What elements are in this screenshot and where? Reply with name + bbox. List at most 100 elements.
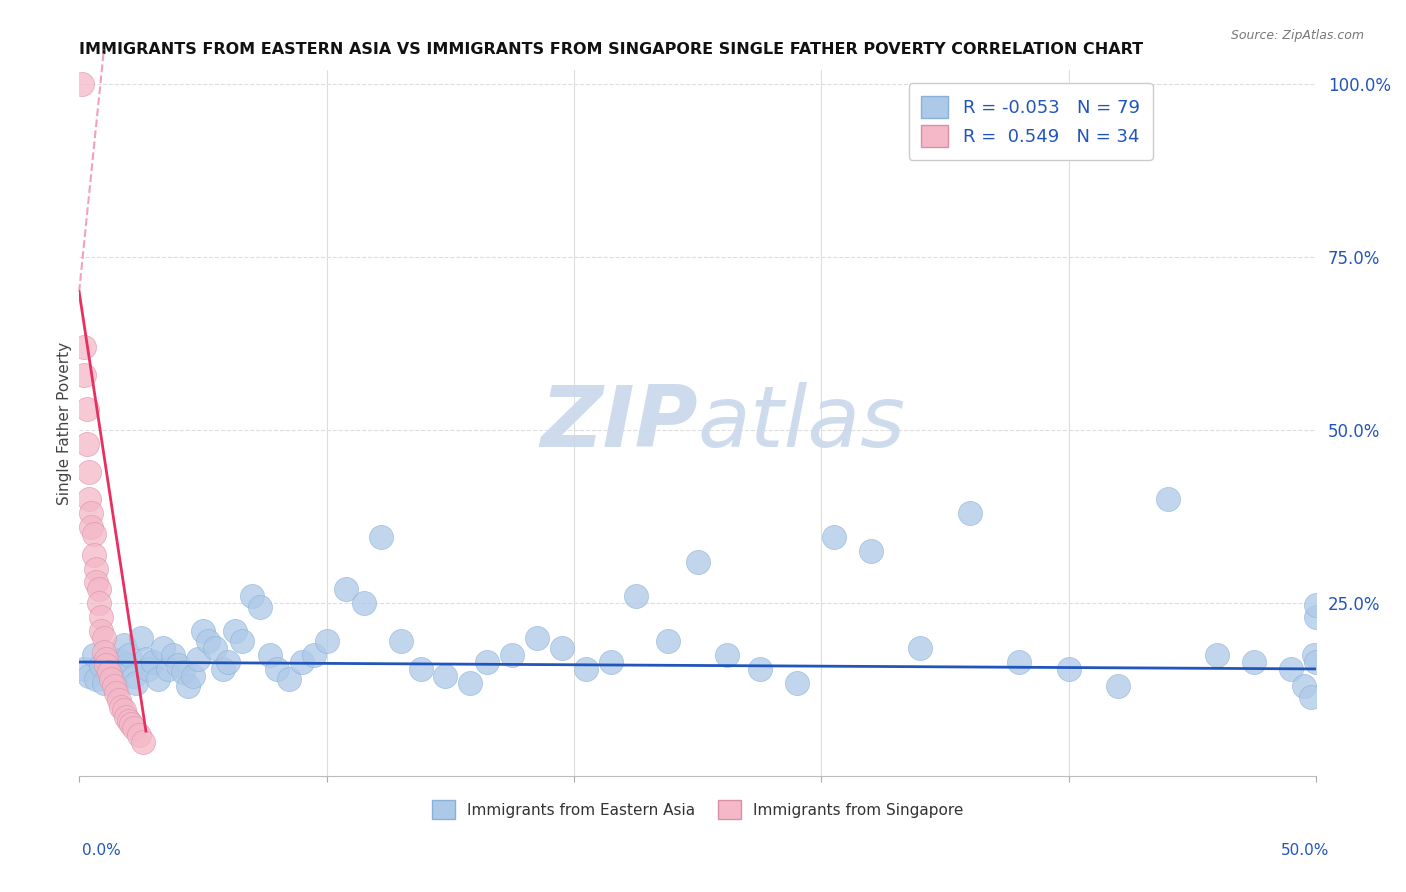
- Point: [501, 648, 523, 662]
- Point: [291, 655, 314, 669]
- Point: [112, 703, 135, 717]
- Point: [600, 655, 623, 669]
- Point: [191, 624, 214, 638]
- Point: [83, 527, 105, 541]
- Point: [83, 548, 105, 562]
- Point: [97, 665, 120, 680]
- Point: [77, 669, 100, 683]
- Point: [96, 658, 118, 673]
- Point: [1292, 679, 1315, 693]
- Point: [657, 634, 679, 648]
- Point: [716, 648, 738, 662]
- Point: [335, 582, 357, 597]
- Point: [142, 655, 165, 669]
- Text: Source: ZipAtlas.com: Source: ZipAtlas.com: [1230, 29, 1364, 42]
- Point: [409, 662, 432, 676]
- Point: [117, 714, 139, 728]
- Point: [122, 721, 145, 735]
- Point: [93, 631, 115, 645]
- Point: [240, 589, 263, 603]
- Point: [1157, 492, 1180, 507]
- Point: [86, 575, 108, 590]
- Text: ZIP: ZIP: [540, 382, 697, 465]
- Point: [122, 669, 145, 683]
- Point: [162, 648, 184, 662]
- Point: [1281, 662, 1303, 676]
- Point: [575, 662, 598, 676]
- Point: [87, 596, 110, 610]
- Point: [80, 520, 103, 534]
- Point: [177, 679, 200, 693]
- Point: [278, 673, 301, 687]
- Point: [93, 675, 115, 690]
- Point: [117, 648, 139, 662]
- Point: [315, 634, 337, 648]
- Text: atlas: atlas: [697, 382, 905, 465]
- Point: [86, 673, 108, 687]
- Point: [266, 662, 288, 676]
- Point: [1057, 662, 1080, 676]
- Point: [197, 634, 219, 648]
- Point: [103, 679, 125, 693]
- Point: [624, 589, 647, 603]
- Point: [1302, 648, 1324, 662]
- Point: [73, 662, 96, 676]
- Y-axis label: Single Father Poverty: Single Father Poverty: [58, 342, 72, 505]
- Point: [83, 648, 105, 662]
- Point: [73, 340, 96, 354]
- Point: [76, 402, 98, 417]
- Point: [1305, 598, 1327, 612]
- Point: [115, 710, 138, 724]
- Point: [231, 634, 253, 648]
- Point: [100, 666, 122, 681]
- Point: [120, 717, 142, 731]
- Point: [389, 634, 412, 648]
- Point: [249, 599, 271, 614]
- Point: [477, 655, 499, 669]
- Point: [526, 631, 548, 645]
- Point: [105, 679, 128, 693]
- Point: [370, 531, 392, 545]
- Point: [959, 506, 981, 520]
- Point: [302, 648, 325, 662]
- Point: [105, 686, 128, 700]
- Point: [86, 561, 108, 575]
- Point: [157, 662, 180, 676]
- Point: [1305, 655, 1327, 669]
- Point: [80, 506, 103, 520]
- Point: [1206, 648, 1229, 662]
- Point: [181, 669, 204, 683]
- Point: [90, 624, 112, 638]
- Point: [97, 655, 120, 669]
- Point: [859, 544, 882, 558]
- Point: [93, 645, 115, 659]
- Point: [90, 658, 112, 673]
- Point: [90, 610, 112, 624]
- Legend: Immigrants from Eastern Asia, Immigrants from Singapore: Immigrants from Eastern Asia, Immigrants…: [426, 794, 970, 825]
- Point: [129, 631, 152, 645]
- Point: [167, 658, 190, 673]
- Point: [259, 648, 281, 662]
- Point: [87, 582, 110, 597]
- Point: [152, 641, 174, 656]
- Point: [204, 641, 226, 656]
- Point: [70, 77, 93, 91]
- Point: [211, 662, 233, 676]
- Point: [1305, 610, 1327, 624]
- Point: [217, 655, 239, 669]
- Point: [224, 624, 246, 638]
- Point: [77, 492, 100, 507]
- Point: [686, 555, 709, 569]
- Point: [107, 653, 129, 667]
- Point: [110, 700, 132, 714]
- Point: [1301, 690, 1323, 704]
- Point: [1008, 655, 1031, 669]
- Point: [1243, 655, 1265, 669]
- Point: [187, 651, 209, 665]
- Point: [115, 658, 138, 673]
- Point: [353, 596, 375, 610]
- Point: [148, 673, 170, 687]
- Point: [1107, 679, 1129, 693]
- Point: [550, 641, 572, 656]
- Point: [138, 662, 160, 676]
